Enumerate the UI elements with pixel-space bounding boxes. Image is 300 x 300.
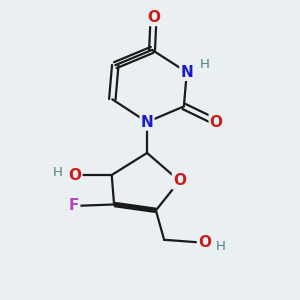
Text: O: O [173, 173, 186, 188]
Text: O: O [68, 167, 81, 182]
Text: N: N [141, 115, 153, 130]
Text: O: O [198, 235, 211, 250]
Text: H: H [53, 166, 63, 179]
Text: O: O [210, 115, 223, 130]
Text: F: F [69, 198, 79, 213]
Text: H: H [200, 58, 210, 70]
Text: N: N [180, 65, 193, 80]
Text: O: O [147, 10, 160, 25]
Text: H: H [216, 240, 226, 253]
